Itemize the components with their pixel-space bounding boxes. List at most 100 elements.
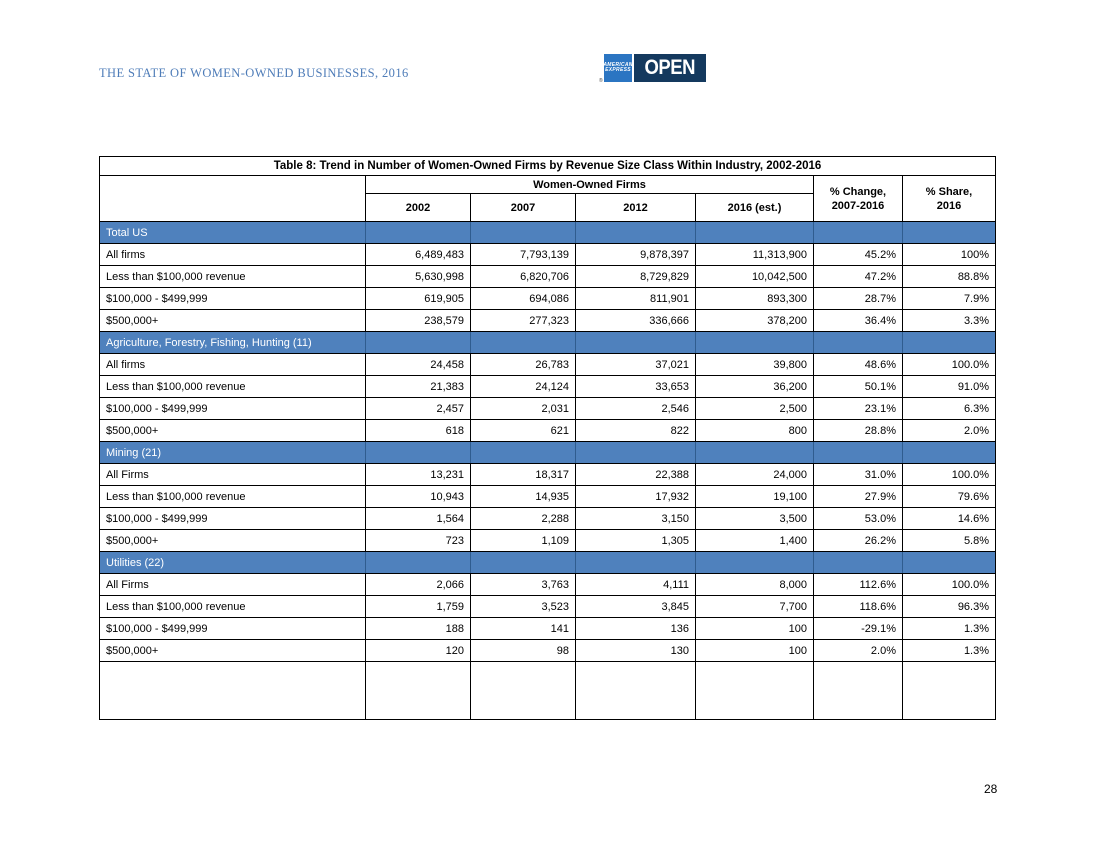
cell-2007: 26,783 bbox=[470, 353, 576, 376]
row-label: $500,000+ bbox=[99, 639, 366, 662]
row-label: $500,000+ bbox=[99, 419, 366, 442]
cell-pct-change: 28.7% bbox=[813, 287, 903, 310]
cell-pct-change: 28.8% bbox=[813, 419, 903, 442]
amex-word-2: EXPRESS bbox=[605, 67, 631, 73]
cell-2016: 8,000 bbox=[695, 573, 814, 596]
blank-header-cell bbox=[99, 175, 366, 222]
section-label: Agriculture, Forestry, Fishing, Hunting … bbox=[99, 331, 366, 354]
cell-2016: 1,400 bbox=[695, 529, 814, 552]
cell-2002: 1,759 bbox=[365, 595, 471, 618]
row-label: All Firms bbox=[99, 463, 366, 486]
cell-2016: 19,100 bbox=[695, 485, 814, 508]
section-header-mining: Mining (21) bbox=[99, 441, 997, 464]
amex-blue-box-icon: AMERICAN EXPRESS bbox=[603, 54, 633, 82]
cell-2016: 378,200 bbox=[695, 309, 814, 332]
cell-2012: 4,111 bbox=[575, 573, 696, 596]
cell-pct-share: 3.3% bbox=[901, 309, 997, 332]
pct-change-line1: % Change, bbox=[829, 185, 887, 198]
cell-pct-share: 88.8% bbox=[901, 265, 997, 288]
cell-2002: 618 bbox=[365, 419, 471, 442]
amex-word-1: AMERICAN bbox=[603, 61, 633, 68]
cell-2012: 33,653 bbox=[575, 375, 696, 398]
table-year-header-row: 2002 2007 2012 2016 (est.) bbox=[100, 193, 996, 222]
row-label: $100,000 - $499,999 bbox=[99, 397, 366, 420]
table-row: Less than $100,000 revenue 10,943 14,935… bbox=[99, 485, 997, 508]
page-number: 28 bbox=[984, 782, 998, 796]
table-row: All Firms 2,066 3,763 4,111 8,000 112.6%… bbox=[99, 573, 997, 596]
cell-2016: 100 bbox=[695, 639, 814, 662]
cell-pct-change: 118.6% bbox=[813, 595, 903, 618]
row-label: All firms bbox=[99, 243, 366, 266]
column-header-2007: 2007 bbox=[470, 193, 576, 222]
cell-2002: 238,579 bbox=[365, 309, 471, 332]
cell-pct-change: 36.4% bbox=[813, 309, 903, 332]
table-row: $100,000 - $499,999 619,905 694,086 811,… bbox=[99, 287, 997, 310]
table-row: All firms 6,489,483 7,793,139 9,878,397 … bbox=[99, 243, 997, 266]
row-label: $100,000 - $499,999 bbox=[99, 617, 366, 640]
cell-2002: 2,066 bbox=[365, 573, 471, 596]
row-label: Less than $100,000 revenue bbox=[99, 485, 366, 508]
cell-2012: 22,388 bbox=[575, 463, 696, 486]
cell-2016: 11,313,900 bbox=[695, 243, 814, 266]
pct-share-line2: 2016 bbox=[936, 199, 962, 212]
section-header-agriculture: Agriculture, Forestry, Fishing, Hunting … bbox=[99, 331, 997, 354]
cell-pct-share: 1.3% bbox=[901, 639, 997, 662]
cell-pct-share: 14.6% bbox=[901, 507, 997, 530]
cell-pct-share: 1.3% bbox=[901, 617, 997, 640]
cell-2002: 619,905 bbox=[365, 287, 471, 310]
cell-2012: 130 bbox=[575, 639, 696, 662]
cell-2007: 98 bbox=[470, 639, 576, 662]
row-label: $500,000+ bbox=[99, 309, 366, 332]
cell-2007: 7,793,139 bbox=[470, 243, 576, 266]
cell-pct-share: 79.6% bbox=[901, 485, 997, 508]
cell-2007: 277,323 bbox=[470, 309, 576, 332]
table-row: Less than $100,000 revenue 5,630,998 6,8… bbox=[99, 265, 997, 288]
open-logo-box: OPEN bbox=[634, 54, 706, 82]
table-row: $100,000 - $499,999 188 141 136 100 -29.… bbox=[99, 617, 997, 640]
cell-pct-change: 48.6% bbox=[813, 353, 903, 376]
table-row: All firms 24,458 26,783 37,021 39,800 48… bbox=[99, 353, 997, 376]
cell-2012: 336,666 bbox=[575, 309, 696, 332]
cell-2012: 811,901 bbox=[575, 287, 696, 310]
table-group-header-row: Women-Owned Firms % Change, 2007-2016 % … bbox=[99, 175, 997, 222]
cell-2002: 188 bbox=[365, 617, 471, 640]
cell-2016: 24,000 bbox=[695, 463, 814, 486]
empty-row bbox=[99, 661, 997, 720]
cell-pct-change: 112.6% bbox=[813, 573, 903, 596]
cell-pct-share: 100.0% bbox=[901, 463, 997, 486]
cell-pct-share: 100.0% bbox=[901, 353, 997, 376]
registered-mark: ® bbox=[599, 78, 603, 84]
cell-2007: 18,317 bbox=[470, 463, 576, 486]
open-logo-text: OPEN bbox=[644, 56, 696, 79]
table-row: $100,000 - $499,999 1,564 2,288 3,150 3,… bbox=[99, 507, 997, 530]
cell-pct-change: 27.9% bbox=[813, 485, 903, 508]
cell-2002: 13,231 bbox=[365, 463, 471, 486]
cell-2016: 7,700 bbox=[695, 595, 814, 618]
cell-pct-share: 96.3% bbox=[901, 595, 997, 618]
cell-2007: 2,288 bbox=[470, 507, 576, 530]
cell-pct-change: 50.1% bbox=[813, 375, 903, 398]
section-header-total-us: Total US bbox=[99, 221, 997, 244]
cell-2007: 2,031 bbox=[470, 397, 576, 420]
table-row: Less than $100,000 revenue 1,759 3,523 3… bbox=[99, 595, 997, 618]
cell-2007: 3,523 bbox=[470, 595, 576, 618]
column-header-2012: 2012 bbox=[575, 193, 696, 222]
cell-2002: 723 bbox=[365, 529, 471, 552]
cell-2016: 100 bbox=[695, 617, 814, 640]
running-head: THE STATE OF WOMEN-OWNED BUSINESSES, 201… bbox=[99, 66, 409, 80]
row-label: All firms bbox=[99, 353, 366, 376]
row-label: $100,000 - $499,999 bbox=[99, 287, 366, 310]
pct-change-header: % Change, 2007-2016 bbox=[813, 175, 903, 222]
cell-2016: 39,800 bbox=[695, 353, 814, 376]
cell-2012: 9,878,397 bbox=[575, 243, 696, 266]
cell-2012: 17,932 bbox=[575, 485, 696, 508]
cell-2012: 3,845 bbox=[575, 595, 696, 618]
group-header: Women-Owned Firms bbox=[365, 175, 814, 194]
cell-2002: 5,630,998 bbox=[365, 265, 471, 288]
cell-2007: 694,086 bbox=[470, 287, 576, 310]
cell-2002: 21,383 bbox=[365, 375, 471, 398]
cell-2007: 621 bbox=[470, 419, 576, 442]
cell-2007: 24,124 bbox=[470, 375, 576, 398]
table-row: $500,000+ 238,579 277,323 336,666 378,20… bbox=[99, 309, 997, 332]
